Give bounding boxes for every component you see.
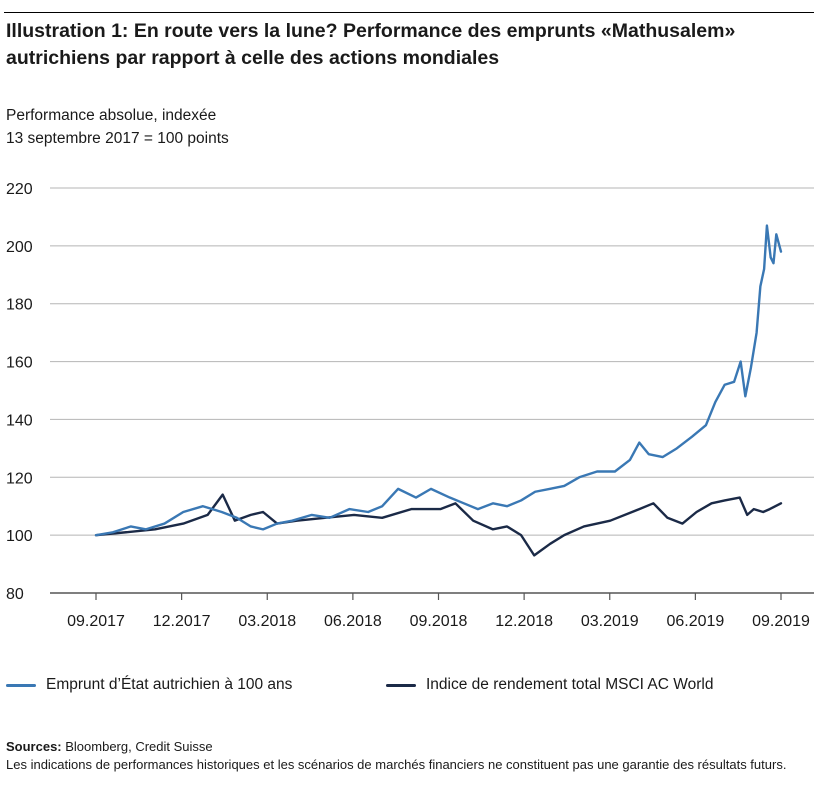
disclaimer: Les indications de performances historiq…: [6, 757, 787, 772]
series-lines: [94, 224, 783, 557]
y-tick-label-140: 140: [6, 412, 33, 429]
legend: Emprunt d’État autrichien à 100 ans Indi…: [0, 676, 818, 700]
x-tick-label-1: 12.2017: [153, 613, 211, 630]
subtitle-line-1: Performance absolue, indexée: [6, 107, 217, 124]
sources-text: Bloomberg, Credit Suisse: [61, 739, 213, 754]
x-tick-label-6: 03.2019: [581, 613, 639, 630]
x-tick-label-4: 09.2018: [410, 613, 468, 630]
y-tick-label-80: 80: [6, 586, 24, 603]
legend-label-bond: Emprunt d’État autrichien à 100 ans: [46, 676, 293, 693]
chart-title: Illustration 1: En route vers la lune? P…: [6, 20, 736, 69]
x-axis: 09.2017 12.2017 03.2018 06.2018 09.2018 12.20…: [50, 592, 814, 630]
y-axis-ticks: 80 100 120 140 160 180 200 220: [6, 181, 33, 603]
top-rule: [4, 12, 814, 13]
x-tick-label-3: 06.2018: [324, 613, 382, 630]
line-chart: 80 100 120 140 160 180 200 220 09.2017 12.2017 03…: [6, 181, 814, 630]
y-tick-label-180: 180: [6, 297, 33, 314]
x-tick-label-0: 09.2017: [67, 613, 125, 630]
y-tick-label-100: 100: [6, 528, 33, 545]
y-tick-label-120: 120: [6, 470, 33, 487]
grid-lines: [50, 187, 814, 536]
legend-label-msci: Indice de rendement total MSCI AC World: [426, 676, 714, 693]
legend-swatch-msci: [386, 683, 416, 687]
chart-subtitle: Performance absolue, indexée 13 septembr…: [6, 104, 229, 150]
y-tick-label-200: 200: [6, 239, 33, 256]
legend-item-msci: Indice de rendement total MSCI AC World: [386, 676, 713, 694]
y-tick-label-220: 220: [6, 181, 33, 198]
sources-label: Sources:: [6, 739, 62, 754]
x-tick-label-7: 06.2019: [666, 613, 724, 630]
series-line-bond: [94, 224, 783, 537]
legend-item-bond: Emprunt d’État autrichien à 100 ans: [6, 676, 292, 694]
footer: Sources: Bloomberg, Credit Suisse Les in…: [6, 738, 806, 774]
x-tick-label-8: 09.2019: [752, 613, 810, 630]
x-tick-label-2: 03.2018: [238, 613, 296, 630]
series-line-msci: [94, 493, 783, 557]
subtitle-line-2: 13 septembre 2017 = 100 points: [6, 130, 229, 147]
legend-swatch-bond: [6, 683, 36, 687]
sources-line: Sources: Bloomberg, Credit Suisse: [6, 738, 806, 756]
y-tick-label-160: 160: [6, 355, 33, 372]
x-tick-label-5: 12.2018: [495, 613, 553, 630]
